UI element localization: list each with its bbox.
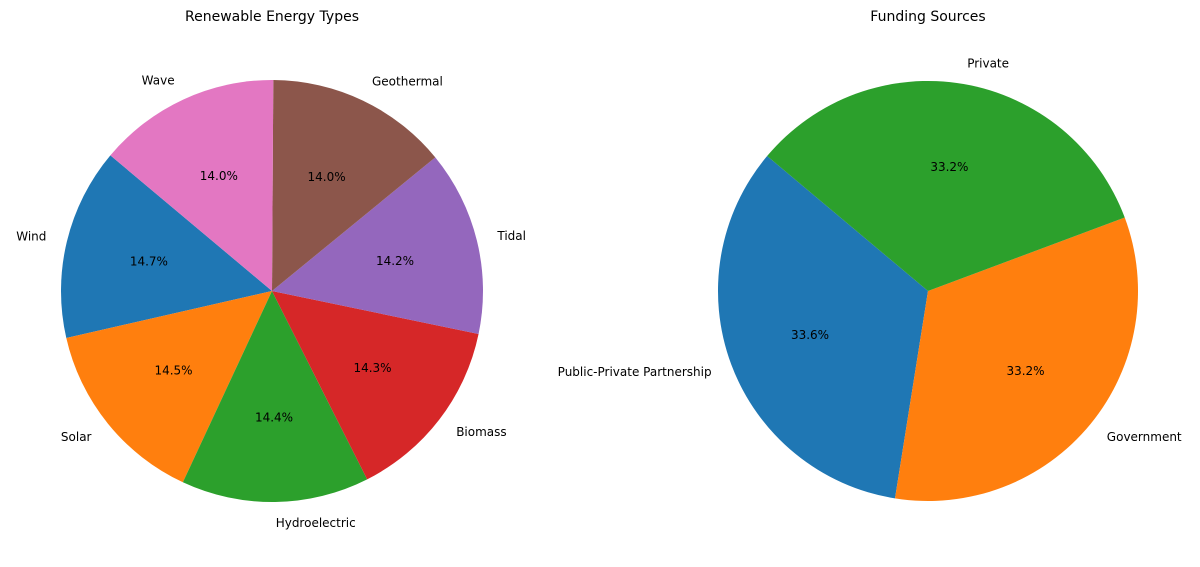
pie-slice-hydroelectric [182,291,368,502]
pie-slice-wave [110,79,274,292]
pie-slice-wind [60,155,273,338]
pie-labels: Wind 14.7% Solar 14.5% Hydroelectric 14.4% Bio… [16,73,526,530]
category-label-solar: Solar [61,430,92,444]
category-label-wind: Wind [16,230,46,244]
pie-slice-solar [66,291,272,483]
percent-label-geothermal: 14.0% [308,170,346,184]
chart-title: Renewable Energy Types [185,9,359,25]
percent-label-solar: 14.5% [154,364,192,378]
chart-title: Funding Sources [870,9,985,25]
pie-slice-geothermal [272,80,436,291]
percent-label-tidal: 14.2% [376,254,414,268]
percent-label-wave: 14.0% [200,169,238,183]
pie-chart-renewable-energy-types: Renewable Energy Types Wind 14.7% Solar 14.… [16,9,526,530]
pie-chart-funding-sources: Funding Sources Public-Private Partnersh… [558,9,1182,501]
percent-label-biomass: 14.3% [353,361,391,375]
category-label-geothermal: Geothermal [372,75,443,89]
pie-slice-tidal [272,157,483,335]
pie-slices [717,80,1139,501]
percent-label-government: 33.2% [1006,364,1044,378]
percent-label-public-private-partnership: 33.6% [791,328,829,342]
percent-label-private: 33.2% [930,160,968,174]
percent-label-hydroelectric: 14.4% [255,411,293,425]
pie-slices [60,79,483,502]
category-label-private: Private [967,56,1009,70]
category-label-wave: Wave [142,73,175,87]
percent-label-wind: 14.7% [130,254,168,268]
category-label-public-private-partnership: Public-Private Partnership [558,365,712,379]
category-label-hydroelectric: Hydroelectric [276,516,356,530]
pie-slice-government [895,217,1139,501]
pie-labels: Public-Private Partnership 33.6% Governmen… [558,56,1182,444]
category-label-biomass: Biomass [456,425,506,439]
pie-slice-biomass [272,291,479,480]
category-label-tidal: Tidal [496,229,526,243]
category-label-government: Government [1107,430,1182,444]
pie-slice-private [767,80,1125,291]
pie-slice-public-private-partnership [717,156,928,499]
